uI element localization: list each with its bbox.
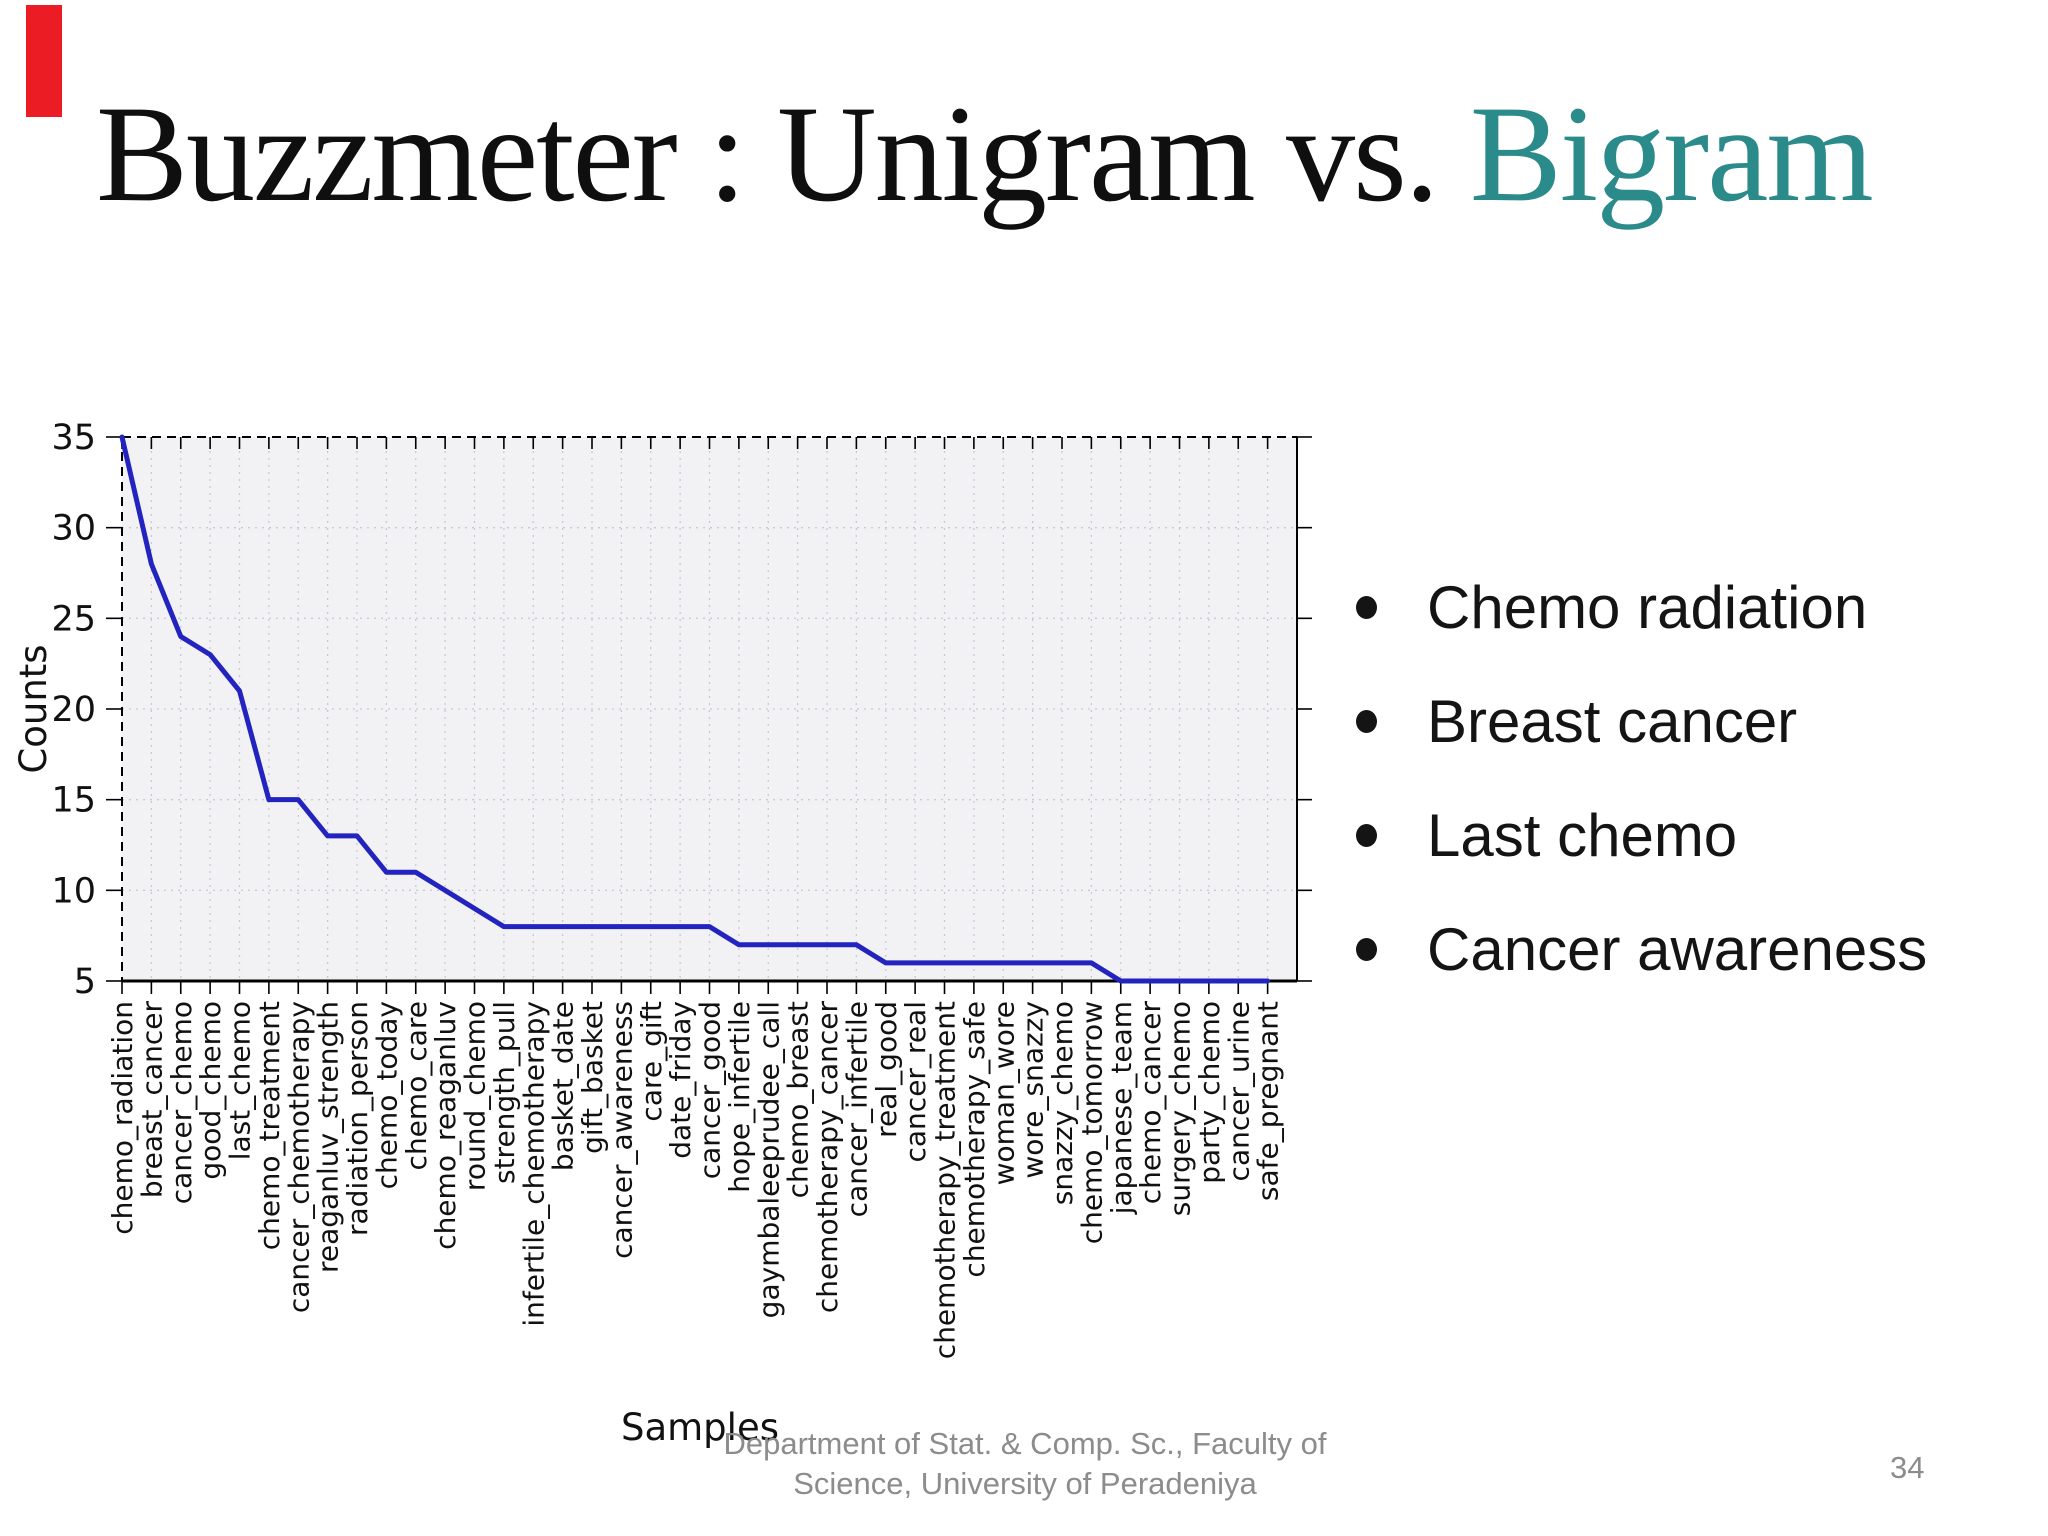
svg-text:snazzy_chemo: snazzy_chemo [1046, 1001, 1079, 1205]
bullet-list: Chemo radiation Breast cancer Last chemo… [1356, 550, 1927, 1006]
svg-text:real_good: real_good [870, 1001, 903, 1138]
bullet-label: Chemo radiation [1427, 573, 1868, 641]
svg-text:breast_cancer: breast_cancer [135, 1001, 168, 1199]
page-number: 34 [1890, 1450, 1925, 1485]
svg-text:cancer_good: cancer_good [694, 1001, 727, 1179]
list-item: Cancer awareness [1356, 892, 1927, 1006]
svg-text:gaymbaleeprudee_call: gaymbaleeprudee_call [752, 1001, 785, 1318]
svg-text:20: 20 [51, 690, 96, 730]
svg-text:15: 15 [51, 781, 96, 821]
x-axis-title: Samples [621, 1406, 779, 1449]
svg-text:cancer_urine: cancer_urine [1222, 1001, 1255, 1181]
red-accent-bar [26, 5, 62, 117]
svg-text:radiation_person: radiation_person [341, 1001, 374, 1236]
svg-text:safe_pregnant: safe_pregnant [1252, 1001, 1285, 1201]
series-line [119, 434, 1271, 984]
bullet-label: Breast cancer [1427, 687, 1798, 755]
svg-text:chemo_today: chemo_today [370, 1001, 403, 1189]
bullet-icon [1356, 595, 1377, 619]
svg-text:surgery_chemo: surgery_chemo [1164, 1001, 1197, 1216]
svg-text:chemo_reaganluv: chemo_reaganluv [429, 1001, 462, 1250]
svg-text:party_chemo: party_chemo [1193, 1001, 1226, 1184]
bullet-icon [1356, 937, 1377, 961]
svg-text:hope_infertile: hope_infertile [723, 1001, 756, 1193]
svg-text:chemo_radiation: chemo_radiation [106, 1001, 139, 1235]
svg-text:35: 35 [51, 418, 96, 458]
svg-text:chemotherapy_treatment: chemotherapy_treatment [929, 1001, 962, 1359]
bullet-label: Cancer awareness [1427, 915, 1928, 983]
y-axis-title: Counts [12, 644, 55, 773]
footer-line-1: Department of Stat. & Comp. Sc., Faculty… [723, 1426, 1327, 1461]
x-tick-labels: chemo_radiationbreast_cancercancer_chemo… [106, 1001, 1285, 1360]
svg-text:woman_wore: woman_wore [987, 1001, 1020, 1185]
bullet-icon [1356, 709, 1377, 733]
svg-text:cancer_chemo: cancer_chemo [165, 1001, 198, 1204]
svg-text:chemo_treatment: chemo_treatment [253, 1001, 286, 1250]
bullet-label: Last chemo [1427, 801, 1738, 869]
list-item: Breast cancer [1356, 664, 1927, 778]
y-tick-labels: 5 10 15 20 25 30 35 [51, 418, 96, 1002]
bullet-icon [1356, 823, 1377, 847]
svg-text:last_chemo: last_chemo [224, 1001, 257, 1160]
svg-text:10: 10 [51, 871, 96, 911]
svg-text:chemo_tomorrow: chemo_tomorrow [1075, 1001, 1108, 1244]
svg-text:gift_basket: gift_basket [576, 1001, 609, 1154]
list-item: Last chemo [1356, 778, 1927, 892]
svg-text:chemo_breast: chemo_breast [782, 1001, 815, 1198]
svg-text:cancer_awareness: cancer_awareness [605, 1001, 638, 1259]
svg-text:chemo_care: chemo_care [400, 1001, 433, 1170]
svg-text:wore_snazzy: wore_snazzy [1017, 1001, 1050, 1179]
title-main: Buzzmeter : Unigram vs. [96, 77, 1470, 230]
footer-line-2: Science, University of Peradeniya [793, 1466, 1257, 1501]
svg-text:japanese_team: japanese_team [1105, 1001, 1138, 1215]
svg-text:chemotherapy_cancer: chemotherapy_cancer [811, 1001, 844, 1314]
svg-text:care_gift: care_gift [635, 1001, 668, 1122]
svg-text:round_chemo: round_chemo [459, 1001, 492, 1191]
svg-text:30: 30 [51, 509, 96, 549]
tick-marks [106, 436, 1312, 994]
svg-text:chemo_cancer: chemo_cancer [1134, 1001, 1167, 1205]
title-accent: Bigram [1469, 77, 1874, 230]
svg-text:chemotherapy_safe: chemotherapy_safe [958, 1001, 991, 1278]
svg-text:strength_pull: strength_pull [488, 1001, 521, 1184]
svg-text:cancer_chemotherapy: cancer_chemotherapy [282, 1001, 315, 1313]
footer-credit: Department of Stat. & Comp. Sc., Faculty… [640, 1424, 1410, 1504]
svg-text:cancer_real: cancer_real [899, 1001, 932, 1163]
buzzmeter-line-chart: 5 10 15 20 25 30 35 chemo_radiationbreast_cance… [12, 418, 1312, 1449]
svg-text:25: 25 [51, 599, 96, 639]
plot-background [122, 437, 1297, 981]
svg-text:reaganluv_strength: reaganluv_strength [312, 1001, 345, 1273]
svg-text:date_friday: date_friday [664, 1001, 697, 1159]
svg-text:cancer_infertile: cancer_infertile [840, 1001, 873, 1217]
svg-text:infertile_chemotherapy: infertile_chemotherapy [517, 1001, 550, 1327]
list-item: Chemo radiation [1356, 550, 1927, 664]
svg-text:5: 5 [74, 962, 96, 1002]
page-title: Buzzmeter : Unigram vs. Bigram [96, 74, 1874, 233]
svg-text:basket_date: basket_date [547, 1001, 580, 1171]
svg-text:good_chemo: good_chemo [194, 1001, 227, 1180]
